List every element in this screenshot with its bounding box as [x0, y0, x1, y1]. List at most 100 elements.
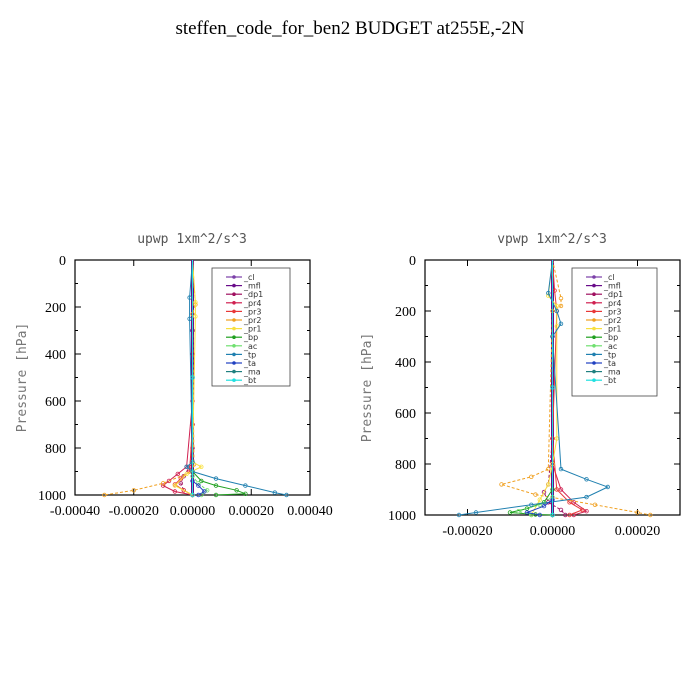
series-pr2	[102, 259, 198, 498]
data-point	[172, 489, 178, 494]
series-line	[458, 259, 610, 516]
data-point	[558, 303, 564, 309]
legend-label: _pr4	[603, 299, 621, 308]
legend-marker	[232, 369, 236, 374]
data-point	[166, 478, 172, 484]
data-point	[546, 466, 551, 472]
legend-item: _pr4	[586, 299, 621, 308]
legend-label: _tp	[603, 350, 616, 359]
data-point	[537, 497, 542, 502]
legend-label: _dp1	[603, 290, 623, 299]
series-line	[104, 259, 196, 496]
data-point	[175, 471, 180, 477]
legend-marker	[592, 378, 596, 383]
data-point	[187, 316, 192, 321]
legend-label: _cl	[603, 273, 615, 282]
y-tick-label: 200	[395, 305, 416, 320]
legend-label: _ma	[603, 368, 621, 377]
legend: _cl_mfl_dp1_pr4_pr3_pr2_pr1_bp_ac_tp_ta_…	[571, 267, 658, 397]
legend-marker	[232, 309, 236, 314]
data-point	[571, 500, 576, 505]
chart-title: upwp 1xm^2/s^3	[137, 232, 247, 247]
legend-marker	[232, 301, 236, 305]
legend-label: _pr2	[603, 316, 621, 325]
x-tick-label: -0.00020	[442, 524, 492, 539]
data-point	[541, 503, 547, 509]
data-point	[529, 474, 534, 479]
data-point	[213, 483, 219, 488]
data-point	[516, 509, 521, 514]
legend-marker	[592, 369, 596, 374]
series-line	[509, 260, 553, 516]
legend-item: _bp	[586, 333, 618, 342]
series-line	[185, 259, 287, 496]
y-tick-label: 600	[45, 395, 66, 410]
data-point	[635, 510, 640, 515]
legend-item: _pr4	[226, 299, 261, 308]
x-tick-label: 0.00000	[170, 504, 216, 519]
legend-item: _pr3	[226, 307, 261, 316]
page-title: steffen_code_for_ben2 BUDGET at255E,-2N	[175, 18, 525, 39]
legend-marker	[592, 318, 596, 322]
data-point	[546, 482, 551, 487]
legend-item: _ma	[226, 368, 261, 377]
series-line	[192, 260, 209, 496]
data-point	[558, 487, 564, 492]
series-bt	[550, 260, 555, 518]
y-tick-label: 1000	[388, 509, 416, 524]
y-tick-label: 200	[45, 301, 66, 316]
series-pr2	[499, 259, 653, 518]
legend-marker	[232, 378, 236, 383]
legend-marker	[592, 301, 596, 305]
legend-item: _dp1	[586, 290, 623, 299]
data-point	[567, 500, 572, 505]
data-point	[529, 502, 534, 507]
legend-item: _tp	[586, 350, 616, 359]
legend-label: _ac	[603, 342, 617, 351]
data-point	[592, 502, 598, 507]
legend-marker	[592, 344, 596, 348]
data-point	[558, 507, 564, 513]
legend-item: _bt	[226, 376, 256, 385]
legend-label: _ac	[243, 342, 257, 351]
data-point	[524, 510, 530, 515]
data-point	[202, 489, 207, 494]
legend-item: _ta	[586, 359, 616, 368]
y-axis-label: Pressure [hPa]	[15, 323, 30, 433]
legend-label: _bt	[603, 376, 616, 385]
data-point	[196, 492, 201, 498]
legend-item: _mfl	[226, 282, 261, 291]
data-point	[187, 295, 192, 300]
legend-label: _ta	[243, 359, 256, 368]
legend-item: _pr2	[226, 316, 261, 325]
data-point	[102, 492, 107, 498]
data-point	[554, 324, 559, 329]
data-point	[550, 385, 555, 390]
legend-item: _pr1	[226, 325, 261, 334]
y-tick-label: 0	[59, 254, 66, 269]
legend-item: _bp	[226, 333, 258, 342]
legend-box	[211, 267, 291, 387]
series-pr1	[172, 259, 204, 498]
y-axis-label: Pressure [hPa]	[360, 333, 375, 443]
data-point	[213, 492, 219, 498]
legend-item: _dp1	[226, 290, 263, 299]
data-point	[193, 314, 198, 319]
legend-marker	[232, 326, 236, 331]
legend-label: _mfl	[243, 282, 261, 291]
data-point	[190, 375, 195, 380]
legend-marker	[592, 335, 596, 340]
legend-item: _pr3	[586, 307, 621, 316]
data-point	[178, 481, 183, 486]
legend-label: _pr2	[243, 316, 261, 325]
data-point	[196, 483, 201, 488]
data-point	[243, 491, 248, 496]
data-point	[554, 487, 559, 492]
data-point	[181, 474, 186, 479]
data-point	[184, 471, 189, 477]
series-line	[162, 260, 193, 496]
legend-item: _pr1	[586, 325, 621, 334]
chart-title: vpwp 1xm^2/s^3	[497, 232, 607, 247]
legend-marker	[232, 361, 236, 365]
data-point	[550, 512, 555, 518]
